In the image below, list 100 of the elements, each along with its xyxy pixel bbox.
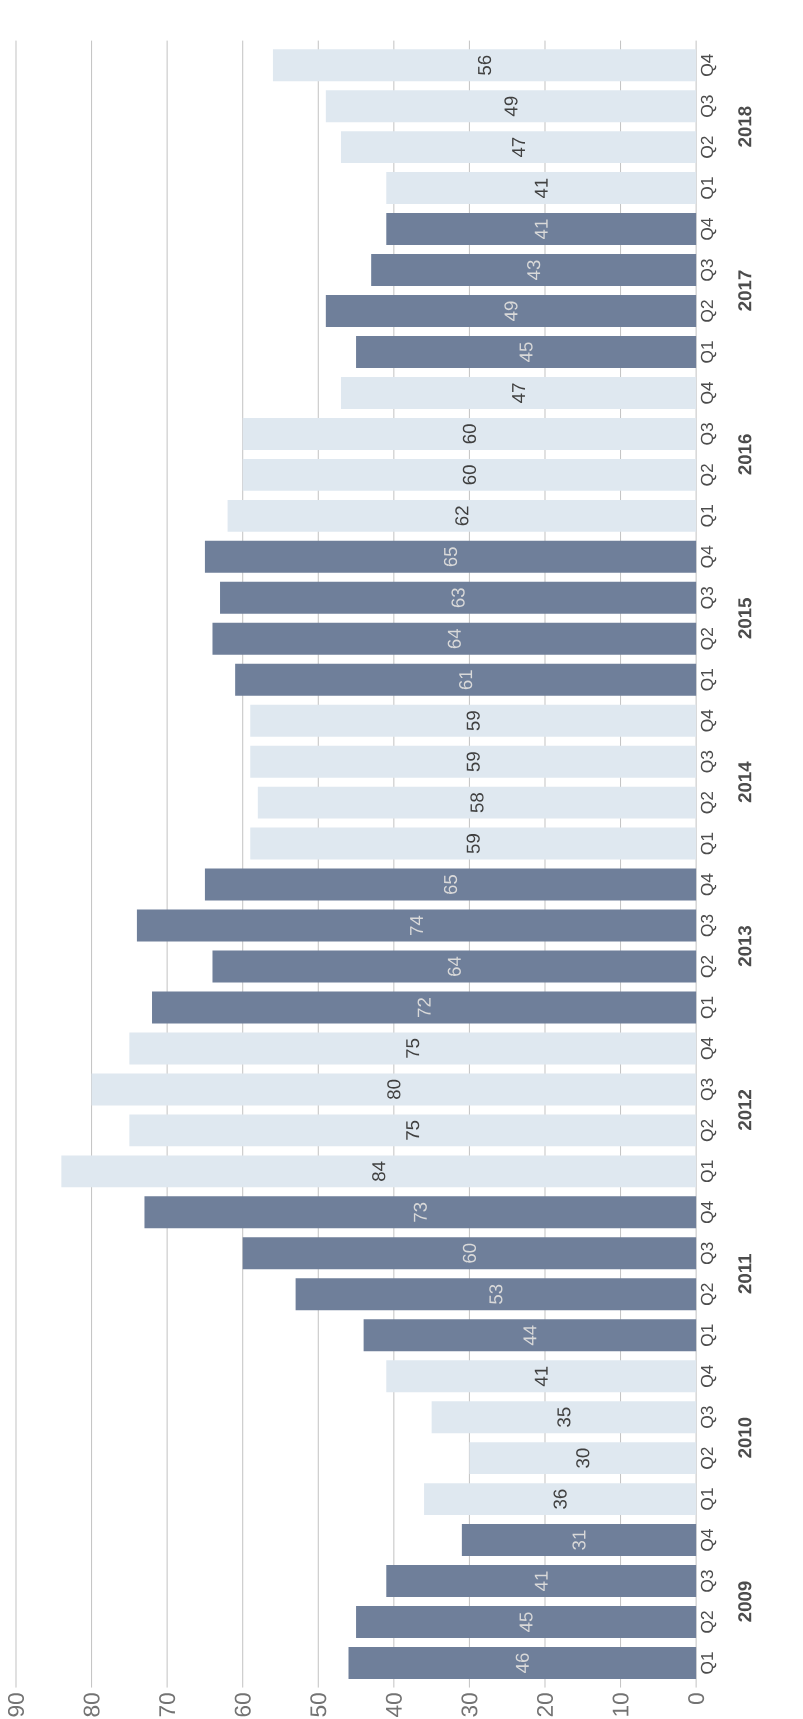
bar [356,336,697,368]
data-label: 60 [462,424,477,444]
bar [91,1073,697,1106]
x-tick-label: 70 [159,1693,176,1717]
x-tick-label: 10 [612,1693,629,1716]
bar [325,90,697,123]
data-label: 45 [519,1612,533,1632]
y-tick-label: Q2 [700,1611,717,1633]
y-tick-label: Q4 [700,1365,717,1387]
y-tick-label: Q2 [700,300,717,322]
y-tick-label: Q4 [700,873,717,896]
y-tick-label: Q4 [700,1201,717,1224]
y-tick-label: Q1 [700,669,717,691]
y-tick-label: Q3 [700,1242,717,1265]
data-label: 59 [466,711,480,731]
y-tick-label: Q3 [700,423,717,445]
y-tick-label: Q3 [700,914,717,937]
text: 2014 [738,761,752,803]
data-label: 75 [406,1038,420,1058]
y-tick-label: Q3 [700,1078,717,1101]
data-label: 60 [462,465,477,485]
data-label: 36 [553,1489,567,1509]
y-tick-label: Q4 [700,54,717,76]
text: 2016 [738,434,752,475]
data-label: 56 [478,55,492,75]
bar [129,1032,697,1065]
bar [137,909,697,942]
bar [325,295,697,327]
data-label: 58 [470,793,484,813]
text: 2011 [738,1254,752,1294]
y-tick-label: Q1 [700,1160,717,1183]
x-tick-label: 40 [385,1693,402,1717]
y-tick-label: Q1 [700,1324,717,1346]
data-label: 80 [387,1079,401,1099]
y-tick-label: Q3 [700,1406,717,1428]
bar [386,213,697,246]
x-tick-label: 90 [8,1693,25,1717]
y-tick-label: Q4 [700,1529,717,1551]
bar [227,499,697,532]
bar [152,991,697,1024]
x-tick-label: 30 [461,1693,478,1717]
y-tick-label: Q4 [700,709,717,732]
y-tick-label: Q3 [700,1570,717,1592]
y-tick-label: Q1 [700,1652,717,1674]
bar [129,1114,697,1147]
y-tick-label: Q1 [700,832,717,855]
y-tick-label: Q2 [700,136,717,158]
data-label: 65 [443,547,458,567]
y-tick-label: Q2 [700,1119,717,1142]
data-label: 47 [512,137,526,158]
bar [205,868,697,901]
x-tick-label: 50 [310,1693,327,1717]
y-tick-label: Q4 [700,545,717,568]
data-label: 49 [504,96,518,117]
data-label: 62 [455,506,469,526]
x-tick-label: 80 [83,1693,100,1717]
data-label: 47 [512,383,526,403]
text: 2017 [738,270,752,311]
bar [205,540,697,573]
y-tick-label: Q1 [700,505,717,527]
y-tick-label: Q4 [700,1037,717,1060]
y-tick-label: Q2 [700,955,717,978]
bar [242,1237,697,1270]
y-tick-label: Q3 [700,95,717,117]
data-label: 41 [534,219,548,240]
text: 2009 [738,1581,752,1622]
text: 2012 [738,1089,752,1131]
data-label: 53 [489,1284,503,1304]
bar [61,1155,697,1188]
bar [242,417,697,450]
y-tick-label: Q2 [700,1447,717,1469]
text: 2015 [738,598,752,639]
bar [348,1647,697,1679]
bar [363,1319,697,1352]
data-label: 60 [462,1243,477,1263]
data-label: 41 [534,1366,548,1387]
data-label: 45 [519,342,533,362]
x-tick-label: 20 [537,1693,554,1717]
bar [386,1360,697,1393]
bar [250,827,697,860]
data-label: 31 [572,1530,586,1550]
y-tick-label: Q2 [700,464,717,486]
text: 2013 [738,925,752,967]
data-label: 43 [527,260,541,281]
data-label: 49 [504,301,518,321]
text: 2010 [738,1417,752,1458]
data-label: 75 [406,1120,420,1140]
data-label: 44 [523,1325,537,1346]
bar [424,1483,697,1516]
data-label: 61 [459,670,473,690]
bar [386,172,697,205]
bar [273,49,697,82]
bar [356,1606,697,1638]
data-label: 59 [466,752,480,772]
y-tick-label: Q3 [700,259,717,281]
x-tick-label: 60 [234,1693,251,1717]
bar [235,663,697,696]
data-label: 65 [443,874,458,895]
y-tick-label: Q2 [700,791,717,814]
bar [431,1401,697,1434]
